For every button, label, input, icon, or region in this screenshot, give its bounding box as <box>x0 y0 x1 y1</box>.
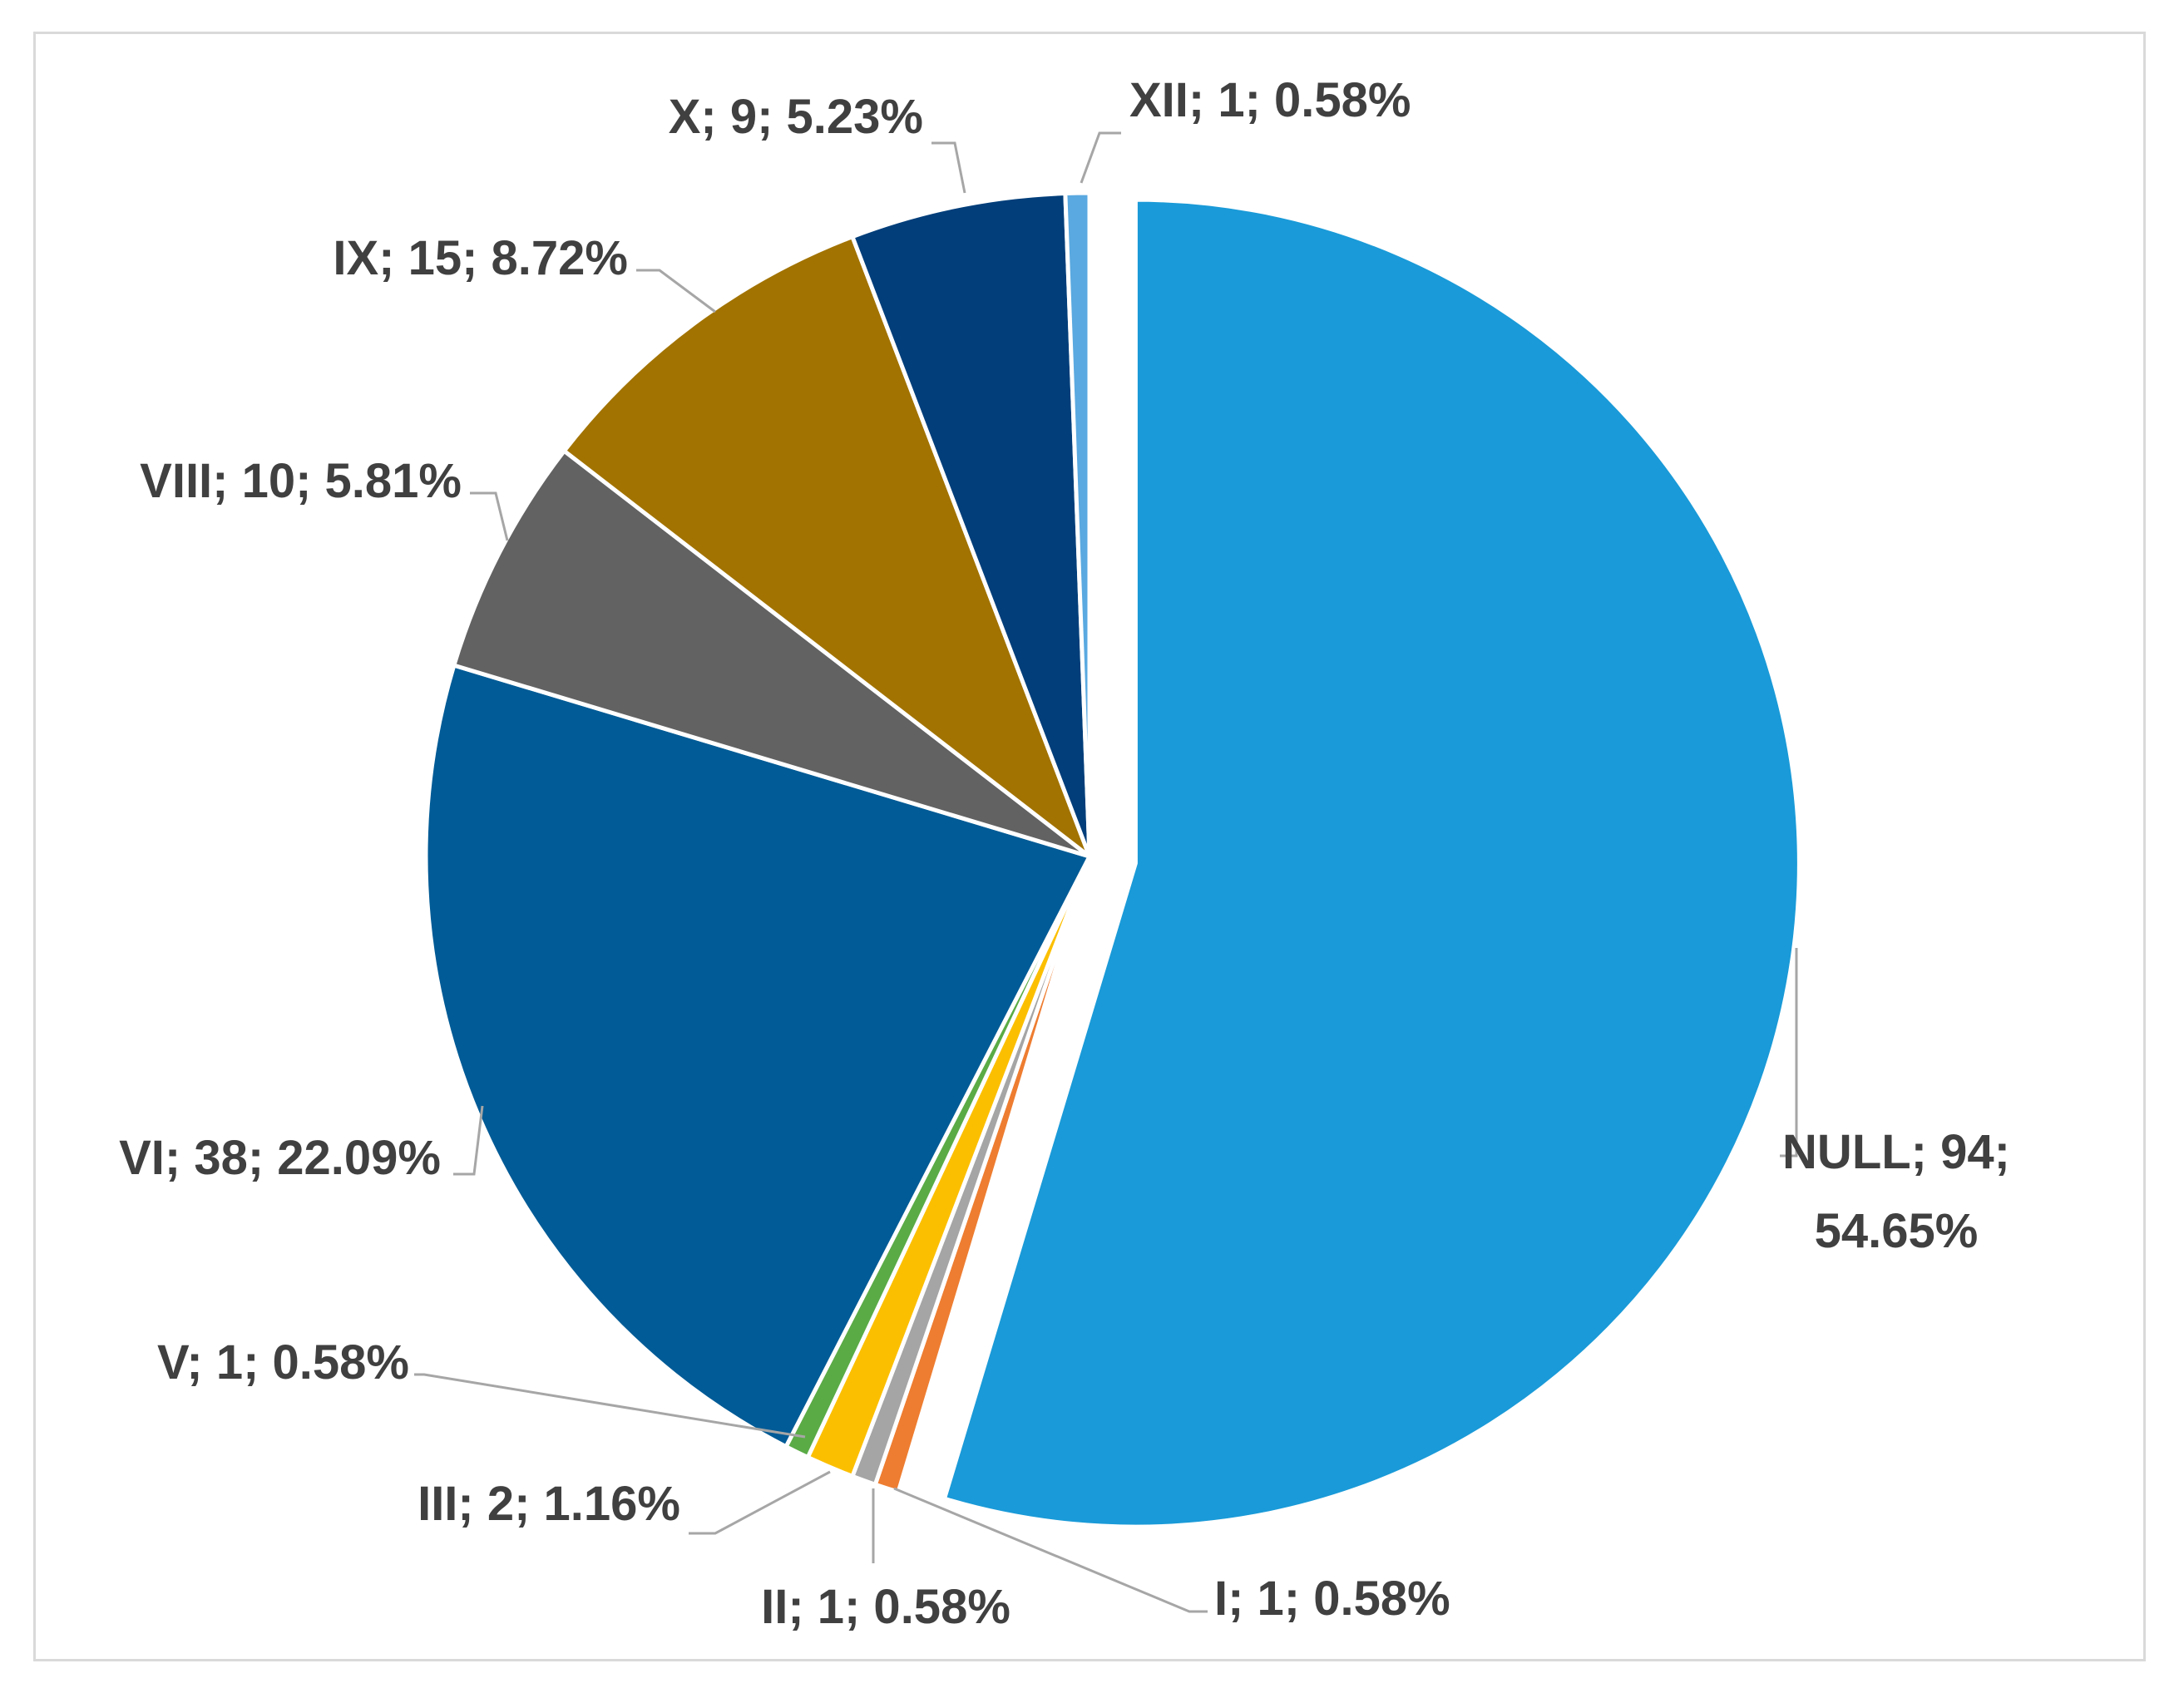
data-label-vi: VI; 38; 22.09% <box>119 1131 441 1185</box>
leader-line-xii <box>1080 131 1121 184</box>
leader-line-ix <box>636 269 716 313</box>
leader-line-i <box>893 1487 1208 1613</box>
slice-x <box>849 190 1092 857</box>
leader-line-v <box>414 1373 806 1439</box>
data-label-line: II; 1; 0.58% <box>761 1580 1010 1634</box>
data-label-x: X; 9; 5.23% <box>669 90 923 144</box>
leader-lines <box>414 131 1798 1613</box>
leader-line-iii <box>689 1470 831 1535</box>
data-label-v: V; 1; 0.58% <box>157 1335 409 1389</box>
data-label-line: III; 2; 1.16% <box>418 1477 680 1531</box>
data-label-viii: VIII; 10; 5.81% <box>140 454 462 508</box>
data-label-line: 54.65% <box>1815 1204 1979 1258</box>
data-label-line: NULL; 94; <box>1782 1125 2010 1179</box>
data-label-line: V; 1; 0.58% <box>157 1335 409 1389</box>
slice-null <box>941 197 1801 1529</box>
slice-xii <box>1063 190 1092 857</box>
leader-line-viii <box>470 491 509 541</box>
leader-line-null <box>1780 948 1798 1157</box>
data-label-line: VIII; 10; 5.81% <box>140 454 462 508</box>
slice-vi <box>423 662 1093 1450</box>
data-label-null: NULL; 94; 54.65% <box>1782 1125 2010 1258</box>
pie-slices <box>423 190 1801 1529</box>
data-label-xii: XII; 1; 0.58% <box>1129 73 1411 127</box>
data-label-iii: III; 2; 1.16% <box>418 1477 680 1531</box>
data-label-ii: II; 1; 0.58% <box>761 1580 1010 1634</box>
data-label-line: VI; 38; 22.09% <box>119 1131 441 1185</box>
slice-viii <box>451 447 1091 859</box>
slice-ix <box>561 234 1094 863</box>
leader-line-vi <box>453 1105 484 1176</box>
data-label-i: I; 1; 0.58% <box>1214 1572 1450 1626</box>
data-label-ix: IX; 15; 8.72% <box>333 231 628 285</box>
data-label-line: I; 1; 0.58% <box>1214 1572 1450 1626</box>
data-label-line: XII; 1; 0.58% <box>1129 73 1411 127</box>
data-label-line: IX; 15; 8.72% <box>333 231 628 285</box>
leader-line-x <box>931 141 966 194</box>
data-label-line: X; 9; 5.23% <box>669 90 923 144</box>
data-labels: NULL; 94; 54.65% I; 1; 0.58% II; 1; 0.58% II… <box>119 73 2010 1634</box>
